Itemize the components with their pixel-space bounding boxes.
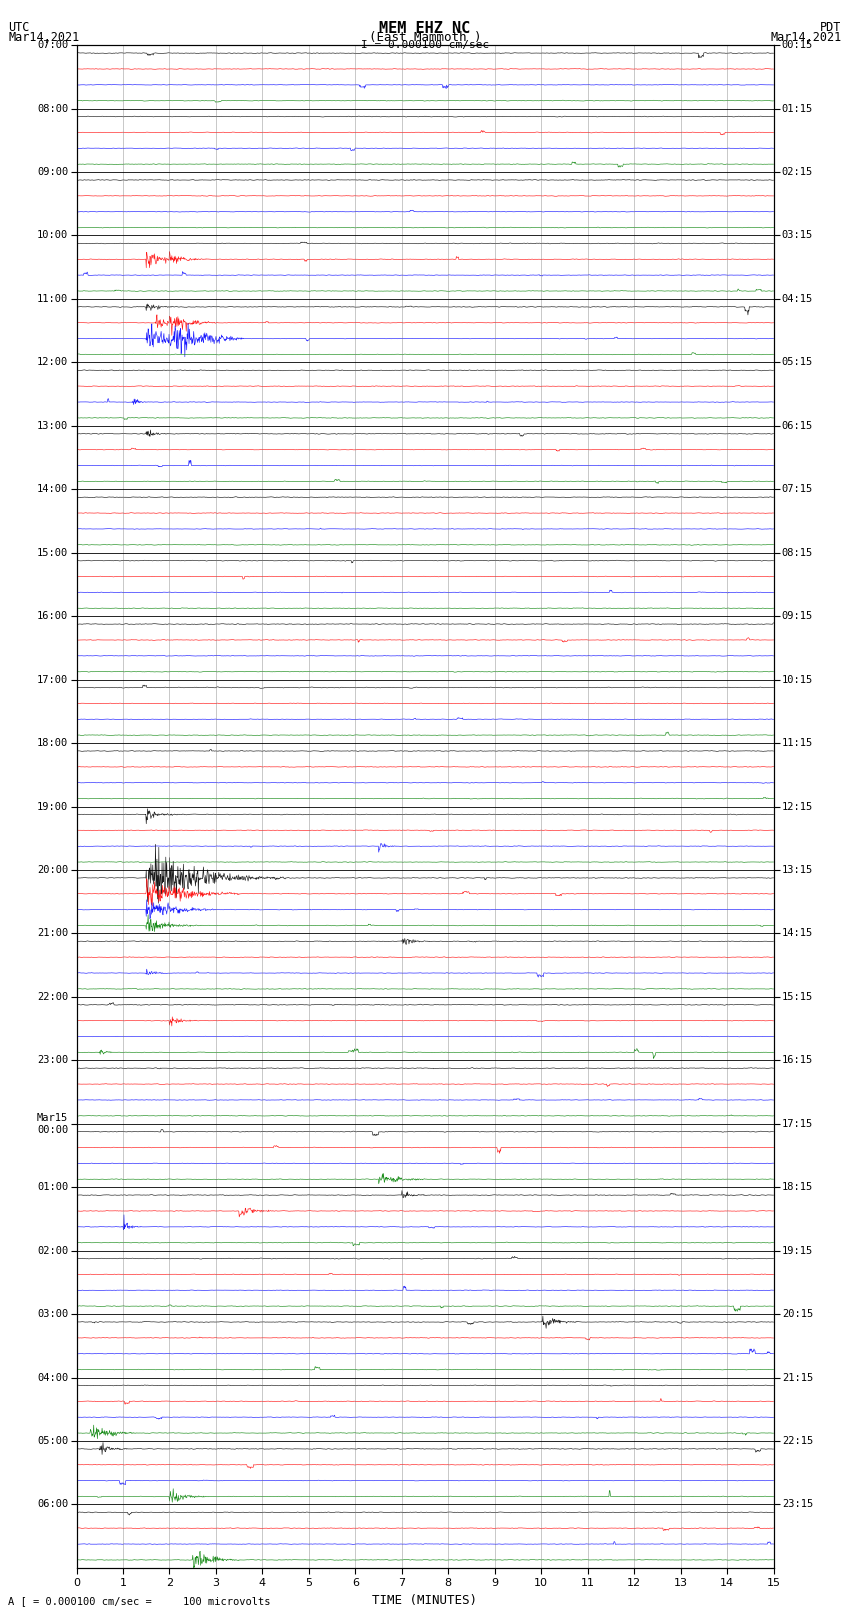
Text: Mar14,2021: Mar14,2021 <box>770 31 842 44</box>
X-axis label: TIME (MINUTES): TIME (MINUTES) <box>372 1594 478 1607</box>
Text: MEM EHZ NC: MEM EHZ NC <box>379 21 471 35</box>
Text: (East Mammoth ): (East Mammoth ) <box>369 31 481 44</box>
Text: Mar14,2021: Mar14,2021 <box>8 31 80 44</box>
Text: I = 0.000100 cm/sec: I = 0.000100 cm/sec <box>361 40 489 50</box>
Text: PDT: PDT <box>820 21 842 34</box>
Text: UTC: UTC <box>8 21 30 34</box>
Text: A [ = 0.000100 cm/sec =     100 microvolts: A [ = 0.000100 cm/sec = 100 microvolts <box>8 1597 271 1607</box>
